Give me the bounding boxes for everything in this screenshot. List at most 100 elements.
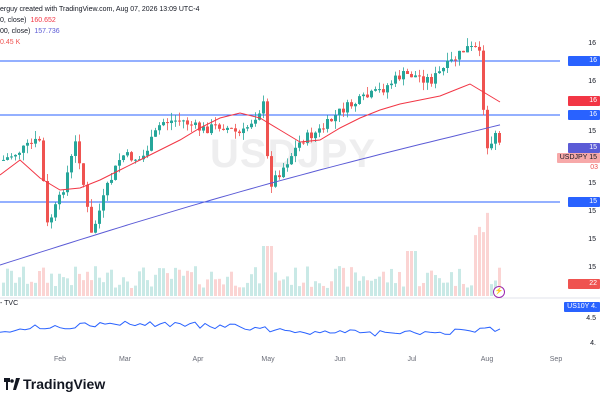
volume-bar [274, 272, 277, 296]
volume-bar [26, 283, 29, 296]
volume-bar [50, 273, 53, 296]
candle-body [362, 94, 365, 97]
volume-bar [46, 282, 49, 296]
candle-body [218, 124, 221, 129]
volume-bar [34, 282, 37, 296]
candle-body [70, 155, 73, 173]
volume-bar [130, 287, 133, 296]
ma200-line [0, 124, 501, 266]
candle-body [390, 83, 393, 86]
candle-body [198, 122, 201, 131]
volume-bar [270, 246, 273, 296]
volume-bar [314, 281, 317, 296]
candle-body [422, 76, 425, 83]
symbol-label: USDJPY [559, 154, 588, 161]
candle-body [270, 156, 273, 187]
volume-bar [18, 277, 21, 296]
candle-body [466, 46, 469, 53]
candle-body [278, 175, 281, 178]
candle-body [294, 147, 297, 157]
volume-bar [98, 277, 101, 296]
candle-body [150, 136, 153, 151]
volume-bar [318, 283, 321, 296]
x-tick-feb: Feb [53, 356, 67, 363]
x-tick-jul: Jul [407, 356, 417, 363]
us10y-badge-value: 4. [591, 303, 597, 310]
ma200-axis-label: 15 [568, 143, 600, 153]
candle-body [262, 101, 265, 114]
volume-bar [378, 276, 381, 296]
volume-bar [22, 266, 25, 296]
volume-bar [474, 235, 477, 296]
axis-tick: 15 [588, 180, 596, 187]
volume-bar [54, 286, 57, 296]
volume-bar [258, 283, 261, 296]
candle-body [438, 71, 441, 74]
volume-bar [414, 251, 417, 296]
candle-body [66, 172, 69, 193]
volume-bar [166, 273, 169, 296]
lightning-icon[interactable]: ⚡ [493, 286, 505, 298]
volume-bar [218, 278, 221, 296]
volume-bar [234, 285, 237, 296]
volume-bar [466, 287, 469, 296]
volume-axis-label: 22 [568, 279, 600, 289]
volume-bar [206, 279, 209, 296]
ma50-label: 0, close) [0, 17, 27, 24]
x-tick-sep: Sep [549, 356, 563, 363]
volume-bar [266, 246, 269, 296]
candle-body [458, 50, 461, 60]
candle-body [166, 122, 169, 124]
volume-bar [442, 282, 445, 296]
volume-bar [422, 282, 425, 296]
volume-bar [158, 268, 161, 296]
candle-body [434, 73, 437, 84]
volume-bar [334, 268, 337, 296]
volume-bar [470, 285, 473, 296]
volume-bar [370, 280, 373, 296]
candle-body [306, 132, 309, 143]
volume-bar [454, 285, 457, 296]
candle-body [334, 115, 337, 122]
volume-bar [186, 270, 189, 296]
volume-bar [498, 267, 501, 296]
us10y-badge-label: US10Y [567, 303, 590, 310]
candle-body [234, 128, 237, 132]
candle-body [210, 124, 213, 134]
x-tick-mar: Mar [118, 356, 132, 363]
volume-bar [14, 282, 17, 296]
axis-tick: 16 [588, 78, 596, 85]
candle-body [122, 155, 125, 161]
candle-body [6, 157, 9, 160]
volume-bar [250, 274, 253, 296]
chart-attribution: erguy created with TradingView.com, Aug … [0, 6, 200, 13]
volume-value: 0.45 K [0, 39, 21, 46]
candle-body [394, 75, 397, 84]
candle-body [158, 125, 161, 131]
candle-body [446, 60, 449, 69]
volume-bar [122, 277, 125, 296]
volume-bar [338, 266, 341, 296]
candle-body [366, 94, 369, 98]
candle-body [290, 156, 293, 165]
volume-bar [354, 272, 357, 296]
candle-body [250, 123, 253, 128]
candle-body [298, 142, 301, 148]
candle-body [474, 46, 477, 48]
volume-bar [138, 271, 141, 296]
candle-body [454, 59, 457, 61]
volume-bar [294, 267, 297, 296]
volume-bar [82, 280, 85, 296]
candle-body [118, 160, 121, 166]
volume-bar [66, 278, 69, 296]
candle-body [186, 120, 189, 125]
candle-body [182, 120, 185, 122]
volume-bar [162, 268, 165, 296]
volume-bar [214, 279, 217, 296]
volume-bar [90, 280, 93, 296]
volume-bar [154, 274, 157, 296]
volume-bar [350, 267, 353, 296]
volume-bar [110, 269, 113, 296]
candle-body [402, 71, 405, 80]
